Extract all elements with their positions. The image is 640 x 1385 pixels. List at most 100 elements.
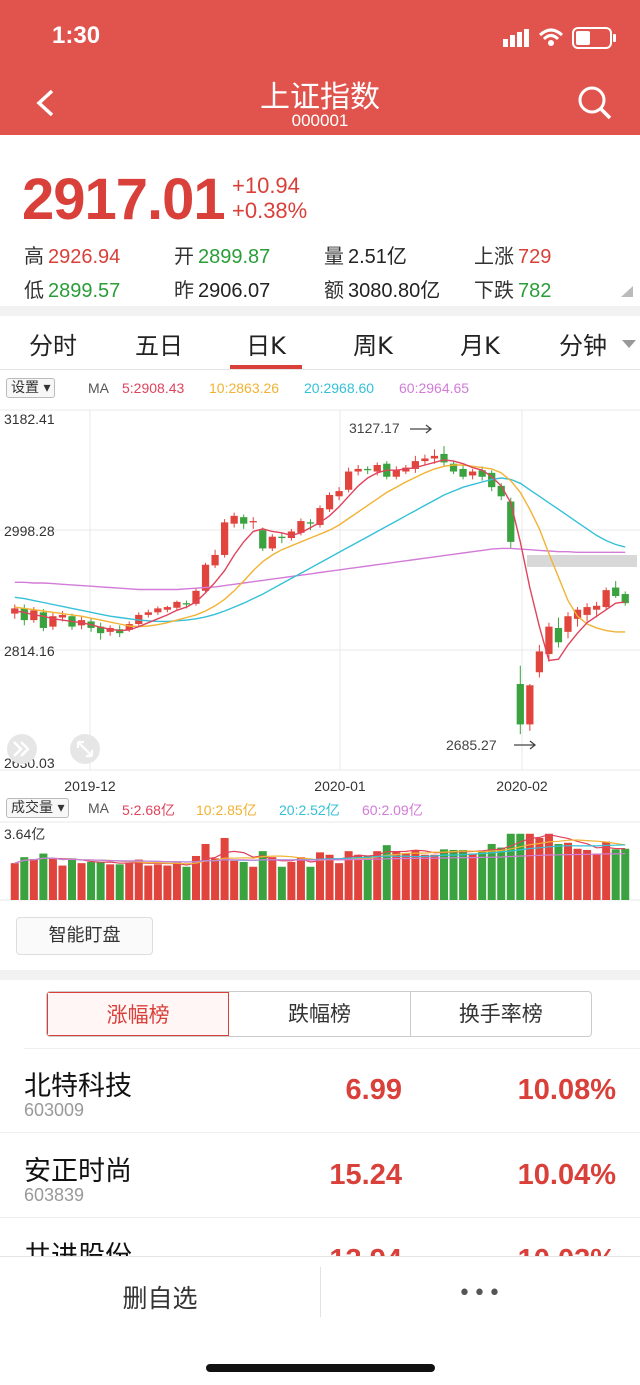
x-tick-label: 2020-02 [496,778,548,794]
vol-ma10-value: 10:2.85亿 [196,802,257,818]
tab-zhouk[interactable]: 周K [353,332,393,360]
candle-body [564,616,572,632]
candle-body [497,485,505,497]
volume-bar [96,861,105,900]
volume-bar [516,833,525,900]
candle-body [392,470,400,477]
ma20-line [14,477,626,623]
volume-bar [10,863,19,900]
more-button[interactable]: ••• [458,1281,503,1306]
volume-bar [134,859,143,900]
tab-indicator [230,365,302,369]
volume-bar [306,866,315,900]
volume-bar [144,865,153,900]
volume-bar [544,833,553,900]
candle-body [49,616,57,627]
status-time: 1:30 [52,22,101,49]
volume-max-label: 3.64亿 [4,826,45,842]
candle-body [230,515,238,524]
stock-pct: 10.08% [517,1074,616,1106]
volume-bar [573,848,582,900]
candle-body [96,626,105,634]
candle-body [325,494,334,510]
tab-fenzhong[interactable]: 分钟 [559,332,607,360]
volume-bar [182,866,191,900]
candle-body [39,612,48,628]
volume-dropdown[interactable]: 成交量 ▾ [6,798,70,818]
candle-body [507,501,515,542]
back-icon[interactable] [34,88,58,118]
volume-bar [230,860,239,900]
candle-body [211,554,219,566]
ma10-value: 10:2863.26 [209,380,280,396]
candle-body [373,465,381,472]
candle-body [268,536,276,549]
ma20-value: 20:2968.60 [304,380,375,396]
stat-amount: 额 3080.80亿 [324,280,441,302]
candle-body [316,508,324,525]
tab-gainers[interactable]: 涨幅榜 [47,992,230,1036]
tab-turnover[interactable]: 换手率榜 [458,1002,543,1026]
candle-body [364,468,372,471]
volume-bar [67,858,77,900]
candle-body [144,612,152,615]
min-price-label: 2685.27 [446,737,497,753]
volume-bar [411,849,420,900]
volume-bar [420,854,429,900]
volume-bar [563,842,573,900]
chevron-down-icon[interactable] [622,340,636,348]
candle-body [201,564,210,591]
volume-bar [39,853,48,900]
volume-bar [382,845,391,900]
volume-bar [191,855,201,900]
remove-watchlist-button[interactable]: 删自选 [122,1284,198,1313]
stock-price: 15.24 [329,1159,402,1191]
candle-body [240,517,248,524]
candle-body [535,651,544,673]
candle-body [335,491,343,497]
volume-bar [497,847,506,900]
stat-prev: 昨 2906.07 [174,280,271,302]
candle-body [11,608,19,614]
header-bar: 1:30 上证指数 000001 [0,0,640,135]
stock-price: 6.99 [345,1074,402,1106]
ma60-value: 60:2964.65 [399,380,470,396]
volume-bar [487,843,496,900]
candle-body [602,590,610,608]
volume-bar [239,861,248,900]
tab-fenshi[interactable]: 分时 [29,332,77,360]
volume-ma60-line [14,853,626,864]
stat-volume: 量 2.51亿 [324,246,407,268]
list-item[interactable]: 安正时尚 603839 15.24 10.04% [0,1133,640,1218]
tab-rik[interactable]: 日K [246,332,286,360]
tab-yuek[interactable]: 月K [460,332,500,360]
expand-icon[interactable] [70,734,100,764]
volume-bar [153,864,162,900]
candle-body [58,614,67,618]
volume-bar [401,853,410,900]
volume-bar [468,853,477,900]
y-tick-label: 3182.41 [4,411,55,427]
volume-bar [621,848,630,900]
volume-bar [354,854,363,900]
ma5-value: 5:2908.43 [122,380,185,396]
fast-forward-icon[interactable] [7,734,37,764]
volume-bar [20,857,29,900]
tab-wuri[interactable]: 五日 [135,332,183,360]
smart-watch-button[interactable]: 智能盯盘 [16,917,153,955]
volume-bar [77,863,86,900]
expand-corner-icon[interactable] [620,286,634,298]
volume-bar [172,862,181,900]
volume-bar [363,855,372,900]
x-tick-label: 2019-12 [64,778,116,794]
settings-dropdown[interactable]: 设置 ▾ [6,378,56,398]
tab-losers[interactable]: 跌幅榜 [229,992,411,1036]
vol-ma60-value: 60:2.09亿 [362,802,423,818]
volume-bar [373,851,382,900]
list-item[interactable]: 北特科技 603009 6.99 10.08% [0,1048,640,1133]
volume-bar [58,865,67,900]
volume-bar [220,837,229,900]
divider [24,1048,640,1049]
search-icon[interactable] [577,85,613,121]
